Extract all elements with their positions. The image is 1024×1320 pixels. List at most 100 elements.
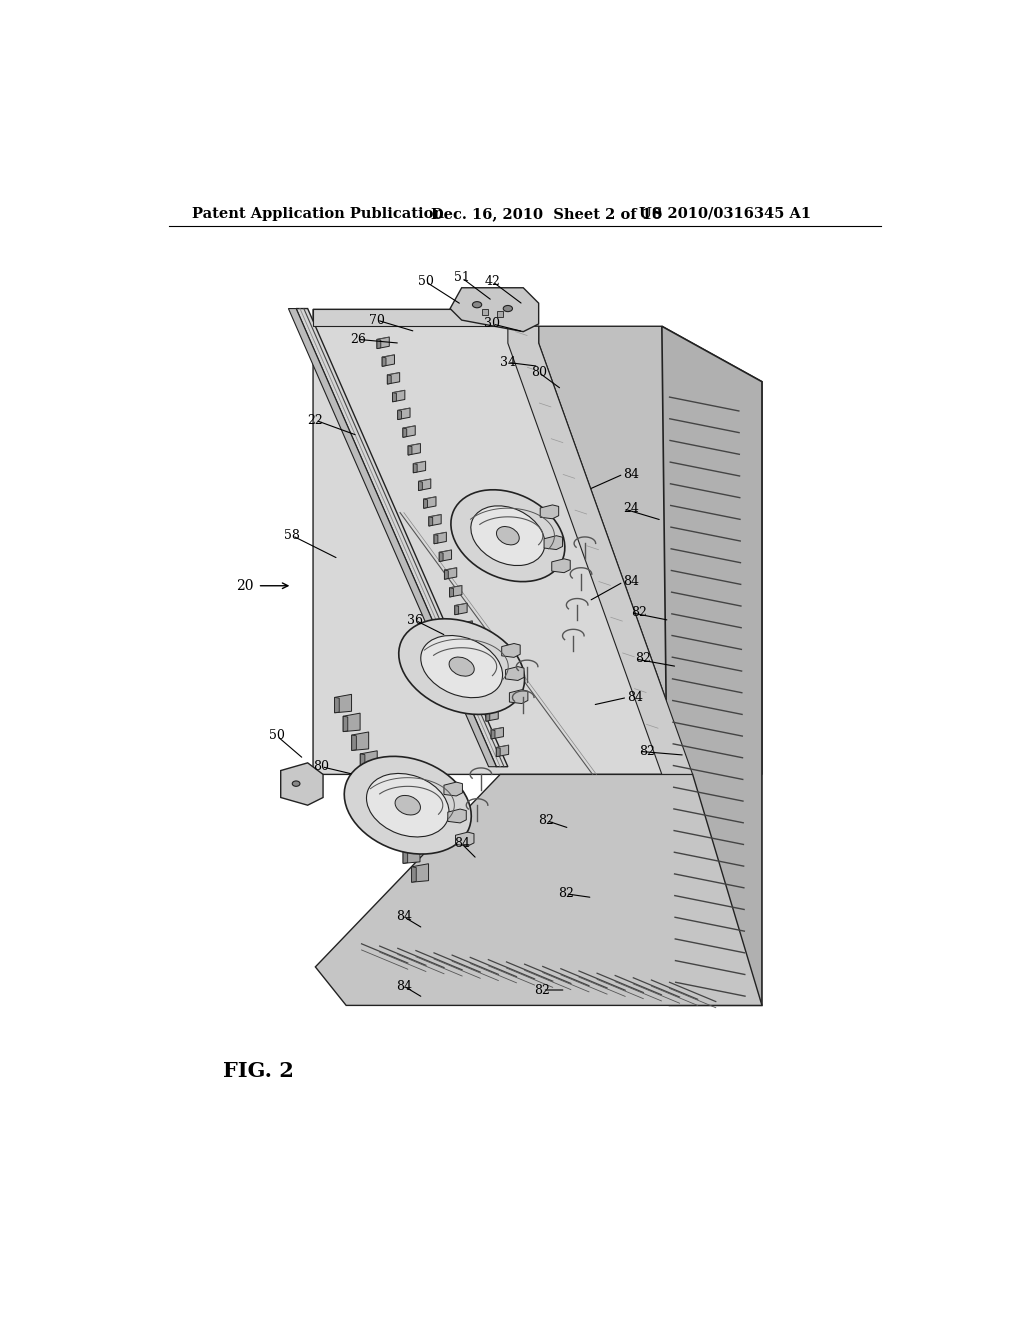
Ellipse shape [471, 506, 545, 565]
Bar [481, 309, 487, 315]
Polygon shape [455, 603, 467, 615]
Polygon shape [450, 586, 462, 597]
Polygon shape [470, 656, 482, 668]
Polygon shape [360, 754, 365, 770]
Ellipse shape [367, 774, 450, 837]
Polygon shape [414, 461, 426, 473]
Polygon shape [351, 735, 356, 751]
Polygon shape [397, 411, 401, 420]
Polygon shape [369, 772, 374, 788]
Polygon shape [281, 763, 323, 805]
Text: 82: 82 [639, 744, 654, 758]
Polygon shape [382, 355, 394, 367]
Polygon shape [539, 326, 762, 775]
Polygon shape [335, 694, 351, 713]
Polygon shape [544, 536, 562, 549]
Text: 82: 82 [539, 814, 554, 828]
Polygon shape [470, 659, 474, 668]
Polygon shape [419, 482, 422, 491]
Text: 58: 58 [285, 529, 300, 543]
Polygon shape [351, 733, 369, 751]
Text: Dec. 16, 2010  Sheet 2 of 10: Dec. 16, 2010 Sheet 2 of 10 [431, 207, 662, 220]
Text: 36: 36 [408, 614, 424, 627]
Text: 80: 80 [530, 366, 547, 379]
Text: 84: 84 [624, 576, 639, 589]
Polygon shape [451, 288, 539, 331]
Text: 24: 24 [624, 502, 639, 515]
Text: 50: 50 [418, 275, 433, 288]
Text: 84: 84 [396, 979, 412, 993]
Polygon shape [343, 717, 348, 731]
Polygon shape [465, 639, 477, 651]
Polygon shape [444, 568, 457, 579]
Polygon shape [403, 847, 408, 863]
Polygon shape [394, 826, 412, 845]
Text: 50: 50 [269, 730, 285, 742]
Polygon shape [429, 515, 441, 527]
Polygon shape [444, 570, 449, 579]
Polygon shape [552, 558, 570, 573]
Polygon shape [424, 496, 436, 508]
Polygon shape [447, 809, 466, 822]
Polygon shape [455, 606, 459, 615]
Text: 82: 82 [558, 887, 573, 900]
Polygon shape [475, 676, 479, 685]
Polygon shape [289, 309, 497, 767]
Polygon shape [335, 697, 339, 713]
Polygon shape [387, 372, 399, 384]
Polygon shape [377, 337, 389, 348]
Polygon shape [434, 532, 446, 544]
Text: 82: 82 [535, 983, 551, 997]
Ellipse shape [398, 619, 524, 714]
Polygon shape [386, 808, 402, 826]
Polygon shape [382, 358, 386, 367]
Polygon shape [480, 692, 494, 704]
Text: Patent Application Publication: Patent Application Publication [193, 207, 444, 220]
Polygon shape [465, 642, 469, 651]
Text: 82: 82 [635, 652, 651, 665]
Polygon shape [419, 479, 431, 491]
Polygon shape [315, 775, 762, 1006]
Ellipse shape [292, 781, 300, 787]
Polygon shape [439, 550, 452, 561]
Polygon shape [343, 713, 360, 731]
Text: FIG. 2: FIG. 2 [223, 1061, 294, 1081]
Ellipse shape [395, 796, 421, 814]
Ellipse shape [450, 657, 474, 676]
Polygon shape [460, 620, 472, 632]
Ellipse shape [421, 635, 503, 698]
Polygon shape [403, 845, 420, 863]
Text: 70: 70 [369, 314, 385, 326]
Text: 84: 84 [624, 467, 639, 480]
Polygon shape [480, 694, 484, 704]
Text: 26: 26 [350, 333, 366, 346]
Text: 42: 42 [484, 275, 501, 288]
Polygon shape [360, 751, 377, 770]
Polygon shape [392, 392, 396, 401]
Polygon shape [508, 326, 692, 775]
Text: 84: 84 [628, 690, 643, 704]
Polygon shape [460, 623, 464, 632]
Text: US 2010/0316345 A1: US 2010/0316345 A1 [639, 207, 811, 220]
Text: 30: 30 [484, 317, 501, 330]
Polygon shape [414, 463, 417, 473]
Text: 84: 84 [454, 837, 470, 850]
Polygon shape [444, 781, 463, 796]
Polygon shape [378, 788, 394, 807]
Polygon shape [369, 770, 386, 788]
Polygon shape [392, 391, 404, 401]
Polygon shape [387, 375, 391, 384]
Polygon shape [492, 727, 504, 739]
Polygon shape [412, 867, 416, 882]
Polygon shape [497, 747, 500, 756]
Polygon shape [429, 517, 433, 527]
Text: 22: 22 [307, 413, 324, 426]
Ellipse shape [497, 527, 519, 545]
Ellipse shape [472, 302, 481, 308]
Polygon shape [424, 499, 427, 508]
Polygon shape [486, 711, 489, 721]
Polygon shape [662, 326, 762, 1006]
Text: 20: 20 [237, 578, 254, 593]
Polygon shape [313, 309, 692, 775]
Polygon shape [502, 644, 520, 657]
